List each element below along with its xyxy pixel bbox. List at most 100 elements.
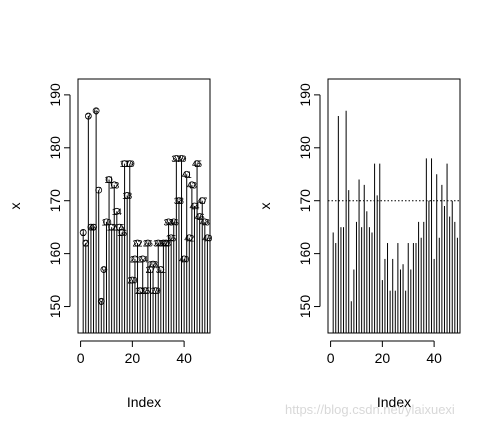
data-point [160, 239, 167, 247]
series-lines [332, 110, 458, 333]
data-point [193, 160, 201, 168]
data-point [105, 176, 113, 183]
point-label: 2 [83, 239, 88, 249]
data-point [110, 181, 118, 189]
data-point [172, 154, 180, 162]
point-label: 23 [135, 286, 145, 296]
data-point [167, 234, 175, 242]
point-label: 20 [127, 276, 137, 286]
x-axis: 0 20 40 Index [327, 340, 442, 410]
y-tick-label: 180 [47, 136, 63, 160]
point-label: 40 [179, 254, 189, 264]
y-axis: 150 160 170 180 190 x [257, 83, 321, 319]
point-label: 9 [101, 265, 106, 275]
y-tick-label: 170 [297, 189, 313, 213]
data-point [188, 181, 196, 189]
point-label: 19 [125, 159, 135, 169]
data-point [141, 287, 149, 295]
point-label: 26 [143, 239, 153, 249]
point-label: 10 [101, 217, 111, 227]
x-axis: 0 20 40 Index [77, 340, 192, 410]
data-point [84, 112, 92, 120]
point-label: 25 [140, 286, 150, 296]
point-label: 11 [104, 175, 113, 185]
data-point [87, 223, 95, 231]
x-tick-label: 20 [375, 350, 391, 366]
point-label: 17 [120, 159, 130, 169]
point-label: 21 [130, 254, 140, 264]
data-point [180, 255, 188, 263]
point-label: 3 [86, 112, 91, 122]
data-point [118, 229, 126, 236]
x-tick-label: 0 [77, 350, 85, 366]
x-tick-label: 20 [125, 350, 141, 366]
point-label: 7 [96, 186, 101, 196]
data-point [152, 287, 160, 295]
y-tick-label: 150 [297, 295, 313, 319]
point-label: 29 [151, 286, 161, 296]
data-point [116, 223, 123, 231]
watermark: https://blog.csdn.net/ylaixuexi [285, 402, 455, 417]
point-label: 48 [200, 217, 210, 227]
point-label: 46 [195, 212, 205, 222]
point-label: 28 [148, 260, 158, 270]
data-point [136, 287, 144, 295]
point-label: 34 [164, 217, 174, 227]
x-axis-label: Index [127, 394, 161, 410]
data-point [170, 218, 178, 226]
x-axis-label: Index [377, 394, 411, 410]
y-tick-label: 170 [47, 189, 63, 213]
data-point [154, 239, 162, 247]
data-point [185, 234, 193, 242]
left-plot-panel: 1234567891011121314151617181920212223242… [7, 78, 212, 410]
y-axis-label: x [257, 203, 273, 210]
point-label: 13 [109, 180, 119, 190]
x-tick-label: 40 [426, 350, 442, 366]
data-point [126, 160, 134, 168]
data-point [175, 197, 183, 205]
point-label: 14 [112, 207, 122, 217]
point-label: 41 [182, 170, 192, 180]
point-label: 15 [114, 223, 124, 233]
x-tick-label: 40 [176, 350, 192, 366]
point-label: 22 [133, 239, 143, 249]
point-label: 30 [153, 239, 163, 249]
point-label: 6 [94, 106, 99, 116]
data-point [100, 266, 108, 273]
data-point [121, 160, 128, 168]
data-point [201, 218, 209, 226]
data-point [139, 255, 147, 263]
data-point [108, 223, 116, 231]
point-label: 36 [169, 217, 179, 227]
point-label: 16 [117, 228, 127, 238]
plot-frame [327, 78, 461, 334]
data-point [196, 213, 204, 220]
data-point [90, 223, 97, 231]
plot-frame [77, 78, 211, 334]
point-label: 39 [177, 154, 187, 164]
x-tick-label: 0 [327, 350, 335, 366]
data-point [103, 218, 110, 226]
y-tick-label: 190 [297, 83, 313, 107]
data-point [123, 192, 131, 199]
data-point [144, 239, 152, 247]
data-point [97, 297, 105, 305]
data-points: 1234567891011121314151617181920212223242… [79, 106, 212, 307]
point-label: 49 [202, 233, 212, 243]
data-point [79, 229, 87, 236]
point-label: 44 [189, 202, 199, 212]
data-point [198, 197, 206, 205]
point-label: 5 [91, 223, 96, 233]
data-point [149, 260, 157, 268]
y-tick-label: 160 [297, 242, 313, 266]
point-label: 18 [122, 191, 132, 201]
point-label: 38 [174, 196, 184, 206]
y-tick-label: 180 [297, 136, 313, 160]
point-label: 47 [197, 196, 207, 206]
data-point [131, 255, 139, 263]
point-label: 45 [192, 159, 202, 169]
point-label: 8 [99, 297, 104, 307]
data-point [82, 239, 90, 247]
point-label: 24 [138, 254, 148, 264]
